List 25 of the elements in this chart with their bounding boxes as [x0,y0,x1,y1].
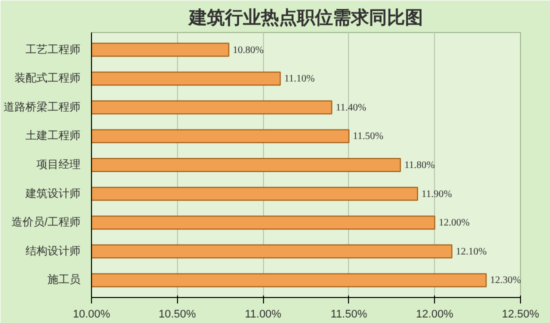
y-tick-label: 装配式工程师 [14,72,80,85]
x-tick-label: 10.50% [158,308,196,320]
y-tick-label: 项目经理 [36,159,80,171]
data-label: 11.80% [404,160,435,171]
data-label: 11.50% [352,131,384,142]
y-tick-label: 道路桥梁工程师 [4,100,80,114]
y-tick-label: 工艺工程师 [26,42,80,56]
y-tick-label: 建筑设计师 [24,186,80,200]
data-label: 11.10% [284,74,315,85]
data-label: 12.00% [438,218,470,229]
y-tick-label: 结构设计师 [26,244,80,258]
x-tick-label: 11.00% [244,308,282,320]
x-tick-label: 11.50% [330,308,368,320]
y-tick-label: 造价员/工程师 [11,216,81,229]
data-label: 11.40% [336,102,366,114]
y-tick-label: 土建工程师 [26,129,80,142]
x-tick-label: 12.50% [502,308,540,320]
chart-title: 建筑行业热点职位需求同比图 [187,8,423,28]
data-label: 12.30% [490,275,522,286]
x-tick-label: 12.00% [416,308,454,320]
data-label: 12.10% [456,246,487,258]
data-label: 11.90% [422,188,452,200]
data-label: 10.80% [232,44,264,56]
x-tick-label: 10.00% [72,308,110,320]
y-tick-label: 施工员 [48,273,80,286]
